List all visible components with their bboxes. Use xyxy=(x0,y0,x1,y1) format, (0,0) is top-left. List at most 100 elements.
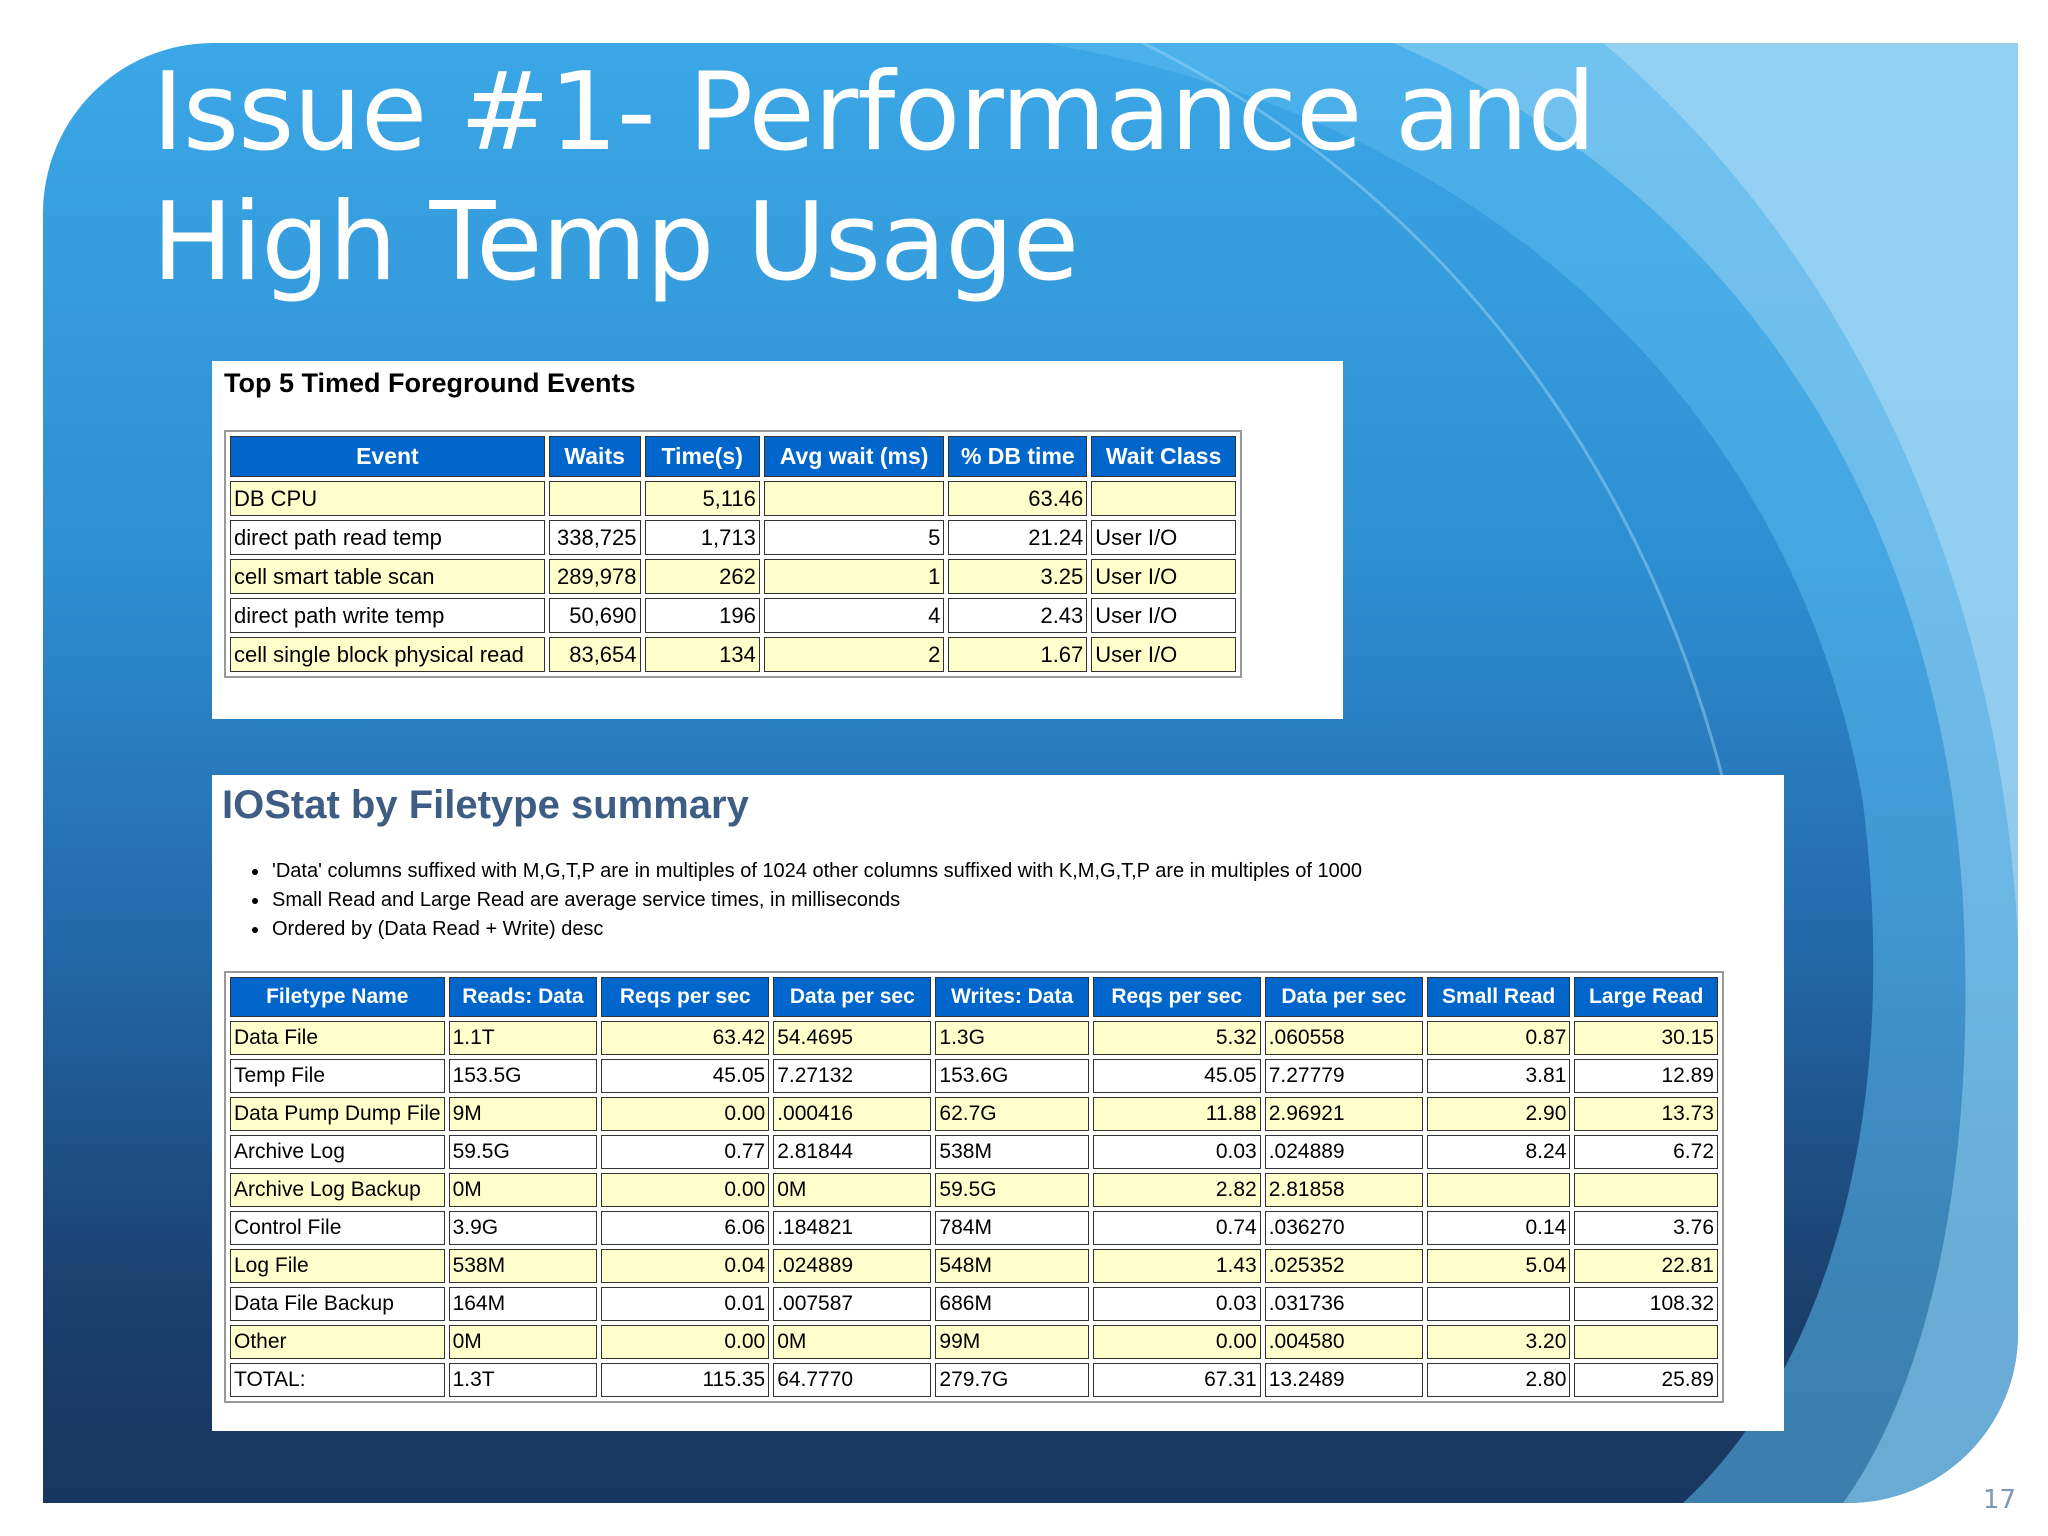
table-cell: 5 xyxy=(763,520,945,555)
table-cell xyxy=(1426,1287,1571,1321)
column-header: Reqs per sec xyxy=(1092,977,1261,1017)
table-cell: 25.89 xyxy=(1574,1363,1718,1397)
table-cell: direct path write temp xyxy=(230,598,545,633)
table-cell: TOTAL: xyxy=(230,1363,445,1397)
table-cell: Data File Backup xyxy=(230,1287,445,1321)
table-cell: 0.74 xyxy=(1092,1211,1261,1245)
table-cell: DB CPU xyxy=(230,481,545,516)
table-cell: 289,978 xyxy=(548,559,641,594)
column-header: Data per sec xyxy=(1264,977,1423,1017)
table-cell: 153.6G xyxy=(935,1059,1089,1093)
table-cell: 67.31 xyxy=(1092,1363,1261,1397)
table-cell xyxy=(548,481,641,516)
table-cell: .000416 xyxy=(773,1097,932,1131)
table-cell: 262 xyxy=(644,559,760,594)
table-row: Control File 3.9G 6.06.184821 784M 0.74.0362… xyxy=(230,1211,1718,1245)
table-cell: 2.96921 xyxy=(1264,1097,1423,1131)
table-cell: 3.9G xyxy=(448,1211,598,1245)
table-row: Log File 538M 0.04.024889 548M 1.43.025352 5.… xyxy=(230,1249,1718,1283)
table-cell: .036270 xyxy=(1264,1211,1423,1245)
table-cell: 0.00 xyxy=(601,1097,770,1131)
table-cell: 1.3G xyxy=(935,1021,1089,1055)
table-cell: 5,116 xyxy=(644,481,760,516)
table-cell: User I/O xyxy=(1091,637,1236,672)
table-row: Data File 1.1T 63.42 54.4695 1.3G 5.32.060558… xyxy=(230,1021,1718,1055)
table-cell xyxy=(1091,481,1236,516)
table-cell: 11.88 xyxy=(1092,1097,1261,1131)
table-cell: 0.00 xyxy=(1092,1325,1261,1359)
table-cell: 2 xyxy=(763,637,945,672)
table-cell: 1 xyxy=(763,559,945,594)
table-cell: 2.43 xyxy=(948,598,1088,633)
table-cell: 196 xyxy=(644,598,760,633)
table-cell: 21.24 xyxy=(948,520,1088,555)
table-cell: Other xyxy=(230,1325,445,1359)
table-cell: 50,690 xyxy=(548,598,641,633)
table-cell: 7.27132 xyxy=(773,1059,932,1093)
table-row: Data Pump Dump File 9M 0.00.000416 62.7G 11.… xyxy=(230,1097,1718,1131)
column-header: Time(s) xyxy=(644,436,760,477)
table-cell: 3.25 xyxy=(948,559,1088,594)
table-cell: 279.7G xyxy=(935,1363,1089,1397)
column-header: Reads: Data xyxy=(448,977,598,1017)
column-header: Avg wait (ms) xyxy=(763,436,945,477)
note-item: Small Read and Large Read are average se… xyxy=(270,886,1362,915)
table-cell: 0.00 xyxy=(601,1325,770,1359)
table-cell: 108.32 xyxy=(1574,1287,1718,1321)
table-cell xyxy=(1574,1325,1718,1359)
table-cell: 338,725 xyxy=(548,520,641,555)
table-row: Data File Backup 164M 0.01.007587 686M 0.03.… xyxy=(230,1287,1718,1321)
table-cell: .024889 xyxy=(773,1249,932,1283)
table-cell: 686M xyxy=(935,1287,1089,1321)
table-cell: 548M xyxy=(935,1249,1089,1283)
table-cell: 0M xyxy=(773,1325,932,1359)
table-cell: User I/O xyxy=(1091,598,1236,633)
table-cell: 0.03 xyxy=(1092,1135,1261,1169)
table-cell: 59.5G xyxy=(448,1135,598,1169)
table-cell: 13.2489 xyxy=(1264,1363,1423,1397)
table-cell: .184821 xyxy=(773,1211,932,1245)
table-row: Archive Log 59.5G 0.77 2.81844 538M 0.03.0248… xyxy=(230,1135,1718,1169)
table-cell xyxy=(1574,1173,1718,1207)
table-cell: 13.73 xyxy=(1574,1097,1718,1131)
table-cell: 30.15 xyxy=(1574,1021,1718,1055)
table-cell: .007587 xyxy=(773,1287,932,1321)
table-cell: Log File xyxy=(230,1249,445,1283)
table-cell: 63.46 xyxy=(948,481,1088,516)
table-cell: direct path read temp xyxy=(230,520,545,555)
table-cell: 538M xyxy=(448,1249,598,1283)
table-row: Temp File 153.5G 45.05 7.27132 153.6G 45.05 7.… xyxy=(230,1059,1718,1093)
column-header: Event xyxy=(230,436,545,477)
table-header-row: Event Waits Time(s) Avg wait (ms)% DB time W… xyxy=(230,436,1236,477)
table-cell: 9M xyxy=(448,1097,598,1131)
table-cell: 2.80 xyxy=(1426,1363,1571,1397)
column-header: Reqs per sec xyxy=(601,977,770,1017)
iostat-panel: IOStat by Filetype summary 'Data' column… xyxy=(212,775,1784,1431)
table-cell: 45.05 xyxy=(601,1059,770,1093)
table-cell: 1.3T xyxy=(448,1363,598,1397)
table-cell: 63.42 xyxy=(601,1021,770,1055)
table-cell: 12.89 xyxy=(1574,1059,1718,1093)
table-cell: 0.01 xyxy=(601,1287,770,1321)
table-cell: 2.90 xyxy=(1426,1097,1571,1131)
column-header: Filetype Name xyxy=(230,977,445,1017)
table-header-row: Filetype Name Reads: Data Reqs per sec Data… xyxy=(230,977,1718,1017)
table-cell: 0.77 xyxy=(601,1135,770,1169)
table-cell: User I/O xyxy=(1091,559,1236,594)
table-cell: 0.00 xyxy=(601,1173,770,1207)
table-cell: 0.03 xyxy=(1092,1287,1261,1321)
table-cell: 784M xyxy=(935,1211,1089,1245)
table-row: cell single block physical read 83,654 134… xyxy=(230,637,1236,672)
column-header: Wait Class xyxy=(1091,436,1236,477)
table-cell: cell single block physical read xyxy=(230,637,545,672)
table-cell: 8.24 xyxy=(1426,1135,1571,1169)
table-cell: 3.76 xyxy=(1574,1211,1718,1245)
table-cell: .004580 xyxy=(1264,1325,1423,1359)
table-cell: Temp File xyxy=(230,1059,445,1093)
table-cell: 0.87 xyxy=(1426,1021,1571,1055)
table-row: TOTAL: 1.3T 115.35 64.7770 279.7G 67.31 13.248… xyxy=(230,1363,1718,1397)
table-cell: 6.06 xyxy=(601,1211,770,1245)
table-cell: 5.32 xyxy=(1092,1021,1261,1055)
table-row: cell smart table scan 289,978 262 1 3.25 User… xyxy=(230,559,1236,594)
table-cell: 83,654 xyxy=(548,637,641,672)
